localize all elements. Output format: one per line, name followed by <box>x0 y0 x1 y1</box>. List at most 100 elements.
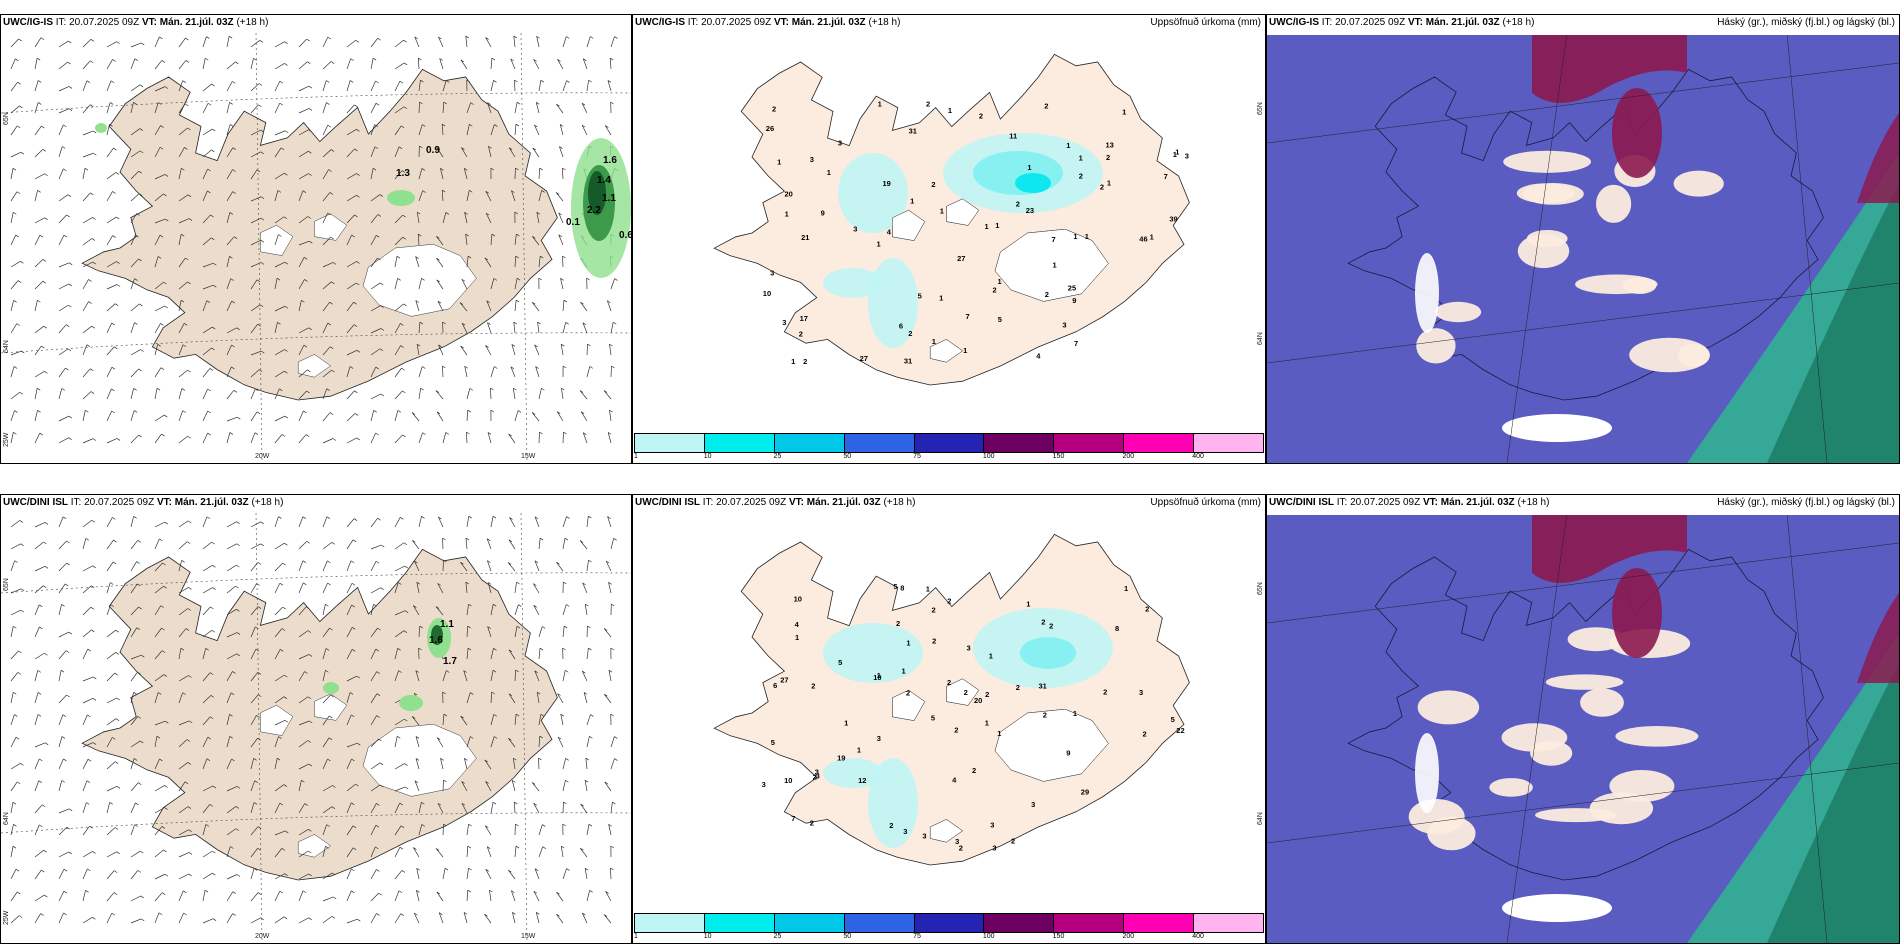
rain-value-label: 23 <box>1026 206 1034 215</box>
model-name: UWC/DINI ISL <box>3 497 68 508</box>
rain-value-label: 3 <box>816 772 820 781</box>
rain-value-label: 2 <box>1145 604 1149 613</box>
issue-time: IT: 20.07.2025 09Z <box>702 497 787 508</box>
rain-value-label: 3 <box>838 139 842 148</box>
model-name: UWC/IG-IS <box>635 17 685 28</box>
colorbar-swatch <box>635 434 705 452</box>
rain-value-label: 12 <box>858 776 866 785</box>
colorbar-tick-label: 10 <box>703 933 712 940</box>
rain-value-label: 5 <box>893 582 897 591</box>
rain-value-label: 1 <box>932 337 936 346</box>
colorbar-tick-label: 50 <box>843 933 852 940</box>
rain-panel-top: UWC/IG-IS IT: 20.07.2025 09Z VT: Mán. 21… <box>632 14 1266 464</box>
rain-value-label: 1 <box>1175 148 1179 157</box>
rain-value-label: 2 <box>772 105 776 114</box>
rain-value-label: 5 <box>918 292 922 301</box>
valid-time: VT: Mán. 21.júl. 03Z <box>1422 497 1515 508</box>
colorbar-tick-label: 150 <box>1052 933 1065 940</box>
rain-value-label: 6 <box>773 681 777 690</box>
precip-colorbar-ticks: 1 10 25 50 75 100 150 200 400 <box>634 453 1262 463</box>
rain-value-label: 2 <box>1049 622 1053 631</box>
rain-value-label: 9 <box>821 209 825 218</box>
rain-value-label: 4 <box>887 228 892 237</box>
valid-time: VT: Mán. 21.júl. 03Z <box>1407 17 1500 28</box>
wind-value-label: 1.6 <box>603 155 617 166</box>
colorbar-swatch <box>844 914 915 932</box>
rain-value-label: 3 <box>810 155 814 164</box>
rain-value-label: 31 <box>904 357 912 366</box>
colorbar-tick-label: 400 <box>1192 453 1204 460</box>
rain-value-label: 3 <box>990 821 994 830</box>
rain-value-label: 10 <box>794 595 802 604</box>
rain-value-label: 8 <box>1115 624 1119 633</box>
rain-value-label: 1 <box>989 651 993 660</box>
colorbar-swatch <box>914 914 985 932</box>
rain-value-label: 46 <box>1139 234 1147 243</box>
rain-value-label: 1 <box>1173 150 1177 159</box>
rain-value-label: 7 <box>1052 235 1056 244</box>
rain-value-label: 31 <box>1039 682 1047 691</box>
lead-time: (+18 h) <box>883 497 916 508</box>
colorbar-tick-label: 50 <box>843 453 852 460</box>
colorbar-swatch <box>1124 914 1195 932</box>
rain-value-label: 3 <box>1031 800 1035 809</box>
rain-value-label: 20 <box>974 696 982 705</box>
rain-value-label: 1 <box>998 277 1002 286</box>
rain-value-label: 2 <box>1079 172 1083 181</box>
rain-value-label: 2 <box>813 773 817 782</box>
rain-value-label: 1 <box>906 639 910 648</box>
rain-value-label: 3 <box>1185 151 1189 160</box>
precip-colorbar-ticks: 1 10 25 50 75 100 150 200 400 <box>634 933 1262 943</box>
rain-value-label: 1 <box>1122 107 1126 116</box>
rain-value-label: 29 <box>1081 787 1089 796</box>
rain-value-label: 2 <box>889 821 893 830</box>
rain-value-label: 4 <box>1036 351 1041 360</box>
wind-value-label: 1.3 <box>396 168 410 179</box>
valid-time: VT: Mán. 21.júl. 03Z <box>788 497 881 508</box>
rain-value-label: 1 <box>777 157 781 166</box>
rain-value-label: 2 <box>979 112 983 121</box>
rain-value-label: 17 <box>800 314 808 323</box>
rain-value-label: 3 <box>877 734 881 743</box>
lon-label-15w: 15W <box>521 453 536 460</box>
rain-value-label: 25 <box>1068 284 1076 293</box>
wind-value-label: 0.9 <box>426 145 440 156</box>
rain-value-label: 27 <box>780 676 788 685</box>
wind-panel-top: UWC/IG-IS IT: 20.07.2025 09Z VT: Mán. 21… <box>0 14 632 464</box>
rain-value-label: 10 <box>873 673 881 682</box>
rain-value-label: 3 <box>992 843 996 852</box>
colorbar-swatch <box>984 914 1055 932</box>
cloud-panel-header: UWC/DINI ISL IT: 20.07.2025 09Z VT: Mán.… <box>1267 495 1899 515</box>
rain-value-label: 1 <box>857 746 861 755</box>
rain-value-label: 19 <box>883 179 891 188</box>
rain-value-label: 1 <box>785 210 789 219</box>
wind-panel-header: UWC/DINI ISL IT: 20.07.2025 09Z VT: Mán.… <box>3 497 627 511</box>
rain-value-label: 2 <box>1043 711 1047 720</box>
colorbar-swatch <box>1054 434 1125 452</box>
colorbar-tick-label: 150 <box>1052 453 1065 460</box>
lon-label-25w: 25W <box>3 910 10 925</box>
rain-value-label: 2 <box>811 681 815 690</box>
wind-map-top: 0.9 1.3 1.6 1.4 1.12.2 0.1 0.6 <box>1 33 631 463</box>
rain-value-label: 13 <box>1106 140 1114 149</box>
colorbar-swatch <box>1194 914 1264 932</box>
rain-panel-bottom: UWC/DINI ISL IT: 20.07.2025 09Z VT: Mán.… <box>632 494 1266 944</box>
rain-value-label: 1 <box>995 221 999 230</box>
lon-label-15w: 15W <box>521 933 536 940</box>
rain-value-label: 2 <box>1100 182 1104 191</box>
rain-value-label: 2 <box>993 285 997 294</box>
colorbar-tick-label: 100 <box>982 453 995 460</box>
lead-time: (+18 h) <box>251 497 284 508</box>
rain-value-label: 8 <box>900 583 904 592</box>
rain-value-label: 2 <box>803 357 807 366</box>
issue-time: IT: 20.07.2025 09Z <box>70 497 155 508</box>
rain-value-label: 2 <box>1143 730 1147 739</box>
rain-value-label: 2 <box>1044 102 1048 111</box>
rain-value-label: 26 <box>766 124 774 133</box>
rain-value-label: 1 <box>1073 709 1077 718</box>
colorbar-swatch <box>844 434 915 452</box>
rain-value-label: 2 <box>959 843 963 852</box>
wind-map-bottom: 1.1 1.61.7 <box>1 513 631 943</box>
wind-value-label: 1.4 <box>597 175 611 186</box>
